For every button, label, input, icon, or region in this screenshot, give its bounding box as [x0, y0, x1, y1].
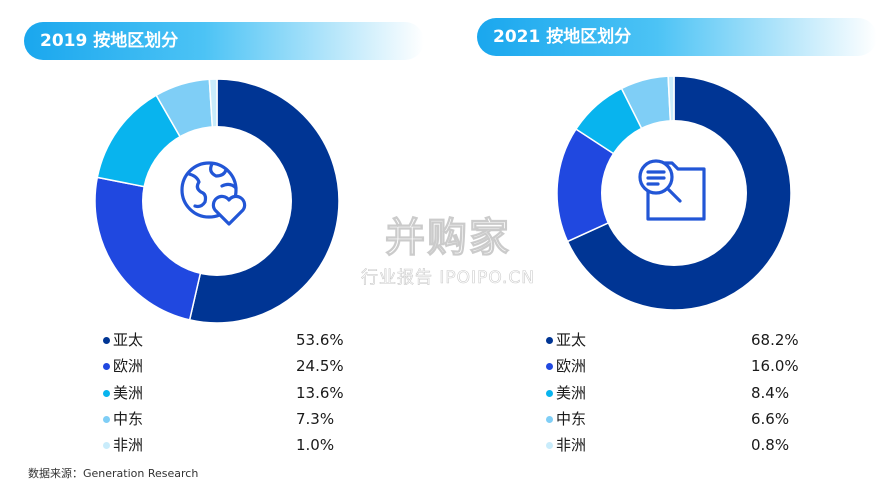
- legend-2021: 亚太 68.2% 欧洲 16.0% 美洲 8.4% 中东 6.6% 非洲 0.8%: [546, 327, 866, 458]
- donut-chart-2019: [94, 78, 340, 324]
- legend-value: 68.2%: [751, 331, 799, 349]
- legend-label: 非洲: [113, 436, 144, 455]
- watermark: 并购家 行业报告 IPOIPO.CN: [333, 205, 563, 295]
- legend-dot-icon: [103, 337, 110, 344]
- legend-value: 24.5%: [296, 357, 344, 376]
- legend-item: 亚太 53.6%: [103, 327, 423, 353]
- donut-chart-2021: [556, 75, 792, 311]
- globe-heart-icon: [180, 161, 247, 226]
- legend-value: 8.4%: [751, 383, 790, 402]
- legend-dot-icon: [546, 389, 553, 397]
- chart-title-2019: 2019 按地区划分: [24, 22, 424, 60]
- legend-dot-icon: [546, 442, 553, 450]
- search-folder-icon: [638, 159, 706, 221]
- legend-label: 亚太: [113, 331, 144, 349]
- legend-dot-icon: [103, 442, 110, 450]
- legend-dot-icon: [546, 363, 553, 371]
- legend-item: 非洲 0.8%: [546, 432, 866, 458]
- legend-dot-icon: [103, 363, 110, 371]
- legend-value: 53.6%: [296, 331, 344, 349]
- legend-dot-icon: [546, 415, 553, 423]
- legend-label: 美洲: [113, 383, 144, 402]
- legend-item: 欧洲 16.0%: [546, 353, 866, 379]
- legend-dot-icon: [103, 389, 110, 397]
- legend-value: 13.6%: [296, 383, 344, 402]
- legend-item: 非洲 1.0%: [103, 432, 423, 458]
- legend-label: 中东: [113, 409, 144, 428]
- legend-label: 美洲: [556, 383, 587, 402]
- legend-item: 亚太 68.2%: [546, 327, 866, 353]
- legend-item: 中东 6.6%: [546, 406, 866, 432]
- legend-2019: 亚太 53.6% 欧洲 24.5% 美洲 13.6% 中东 7.3% 非洲 1.0%: [103, 327, 423, 458]
- watermark-logo-text: 并购家: [385, 215, 511, 262]
- source-note: 数据来源：Generation Research: [28, 467, 199, 480]
- legend-label: 非洲: [556, 436, 587, 455]
- legend-item: 美洲 13.6%: [103, 380, 423, 406]
- legend-value: 7.3%: [296, 409, 335, 428]
- chart-title-2021: 2021 按地区划分: [477, 18, 877, 56]
- legend-value: 0.8%: [751, 436, 790, 455]
- legend-dot-icon: [103, 415, 110, 423]
- legend-label: 欧洲: [556, 357, 587, 376]
- legend-label: 欧洲: [113, 357, 144, 376]
- legend-dot-icon: [546, 337, 553, 344]
- legend-value: 6.6%: [751, 409, 790, 428]
- legend-value: 1.0%: [296, 436, 335, 455]
- legend-item: 欧洲 24.5%: [103, 353, 423, 379]
- legend-value: 16.0%: [751, 357, 799, 376]
- legend-item: 美洲 8.4%: [546, 380, 866, 406]
- legend-label: 亚太: [556, 331, 587, 349]
- legend-label: 中东: [556, 409, 587, 428]
- watermark-subtext: 行业报告 IPOIPO.CN: [361, 268, 535, 289]
- legend-item: 中东 7.3%: [103, 406, 423, 432]
